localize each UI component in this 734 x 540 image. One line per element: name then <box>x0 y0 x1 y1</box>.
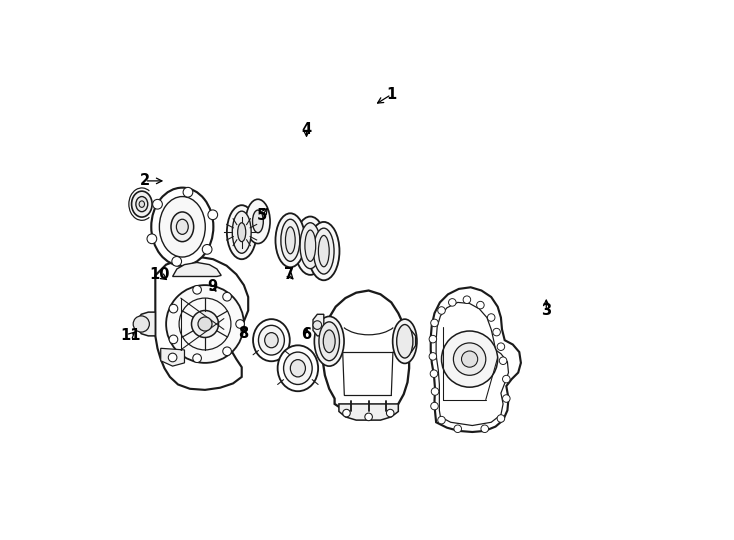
Circle shape <box>442 331 498 387</box>
Ellipse shape <box>159 197 206 257</box>
Circle shape <box>193 354 201 362</box>
Ellipse shape <box>139 201 145 207</box>
Circle shape <box>431 402 438 410</box>
Ellipse shape <box>258 325 284 355</box>
Circle shape <box>432 388 439 395</box>
Polygon shape <box>161 348 184 366</box>
Text: 10: 10 <box>149 267 170 282</box>
Text: 1: 1 <box>386 87 396 102</box>
Circle shape <box>476 301 484 309</box>
Ellipse shape <box>151 188 214 266</box>
Polygon shape <box>323 291 409 415</box>
Circle shape <box>437 416 446 424</box>
Ellipse shape <box>227 205 257 259</box>
Ellipse shape <box>232 211 251 253</box>
Ellipse shape <box>393 319 417 363</box>
Text: 3: 3 <box>541 303 551 318</box>
Circle shape <box>493 328 501 336</box>
Text: 6: 6 <box>302 327 311 342</box>
Text: 11: 11 <box>120 328 141 343</box>
Ellipse shape <box>265 333 278 348</box>
Circle shape <box>462 351 478 367</box>
Polygon shape <box>404 330 415 352</box>
Polygon shape <box>339 404 399 420</box>
Circle shape <box>172 256 181 266</box>
Polygon shape <box>137 312 156 336</box>
Circle shape <box>437 307 446 314</box>
Circle shape <box>497 415 505 422</box>
Ellipse shape <box>308 222 339 280</box>
Circle shape <box>454 343 486 375</box>
Ellipse shape <box>281 219 299 261</box>
Circle shape <box>487 314 495 321</box>
Circle shape <box>223 292 231 301</box>
Circle shape <box>431 319 438 327</box>
Ellipse shape <box>283 352 312 384</box>
Circle shape <box>236 320 244 328</box>
Circle shape <box>168 353 177 362</box>
Circle shape <box>448 299 456 306</box>
Circle shape <box>463 296 470 303</box>
Ellipse shape <box>319 235 330 267</box>
Circle shape <box>166 285 244 363</box>
Circle shape <box>497 343 505 350</box>
Ellipse shape <box>396 325 413 358</box>
Circle shape <box>169 305 178 313</box>
Ellipse shape <box>171 212 194 242</box>
Circle shape <box>198 317 212 331</box>
Circle shape <box>133 316 150 332</box>
Circle shape <box>454 425 462 433</box>
Ellipse shape <box>131 191 152 217</box>
Circle shape <box>503 375 510 383</box>
Circle shape <box>313 321 321 329</box>
Ellipse shape <box>286 227 295 254</box>
Ellipse shape <box>294 217 326 275</box>
Polygon shape <box>313 314 324 336</box>
Circle shape <box>429 335 437 343</box>
Text: 8: 8 <box>238 326 248 341</box>
Ellipse shape <box>323 330 335 353</box>
Circle shape <box>430 370 437 377</box>
Polygon shape <box>172 262 221 276</box>
Ellipse shape <box>319 322 339 361</box>
Ellipse shape <box>253 319 290 361</box>
Circle shape <box>193 286 201 294</box>
Circle shape <box>208 210 217 220</box>
Text: 4: 4 <box>302 122 311 137</box>
Text: 5: 5 <box>257 208 267 224</box>
Circle shape <box>481 425 489 433</box>
Text: 7: 7 <box>283 267 294 282</box>
Ellipse shape <box>313 228 334 274</box>
Circle shape <box>429 353 437 360</box>
Ellipse shape <box>275 213 305 267</box>
Ellipse shape <box>305 230 316 261</box>
Circle shape <box>343 409 350 417</box>
Circle shape <box>169 335 178 343</box>
Ellipse shape <box>238 223 246 242</box>
Circle shape <box>153 199 162 209</box>
Ellipse shape <box>136 197 148 212</box>
Polygon shape <box>431 287 521 432</box>
Ellipse shape <box>291 360 305 377</box>
Text: 9: 9 <box>207 279 217 294</box>
Ellipse shape <box>252 210 264 233</box>
Ellipse shape <box>277 346 318 391</box>
Ellipse shape <box>176 219 188 234</box>
Circle shape <box>203 245 212 254</box>
Ellipse shape <box>300 222 321 268</box>
Circle shape <box>386 409 394 417</box>
Circle shape <box>223 347 231 356</box>
Ellipse shape <box>314 316 344 366</box>
Ellipse shape <box>246 199 270 244</box>
Polygon shape <box>156 256 248 390</box>
Circle shape <box>499 357 507 364</box>
Text: 2: 2 <box>139 173 150 188</box>
Circle shape <box>503 395 510 402</box>
Circle shape <box>147 234 157 244</box>
Circle shape <box>192 310 219 338</box>
Circle shape <box>365 413 372 421</box>
Circle shape <box>183 187 193 197</box>
